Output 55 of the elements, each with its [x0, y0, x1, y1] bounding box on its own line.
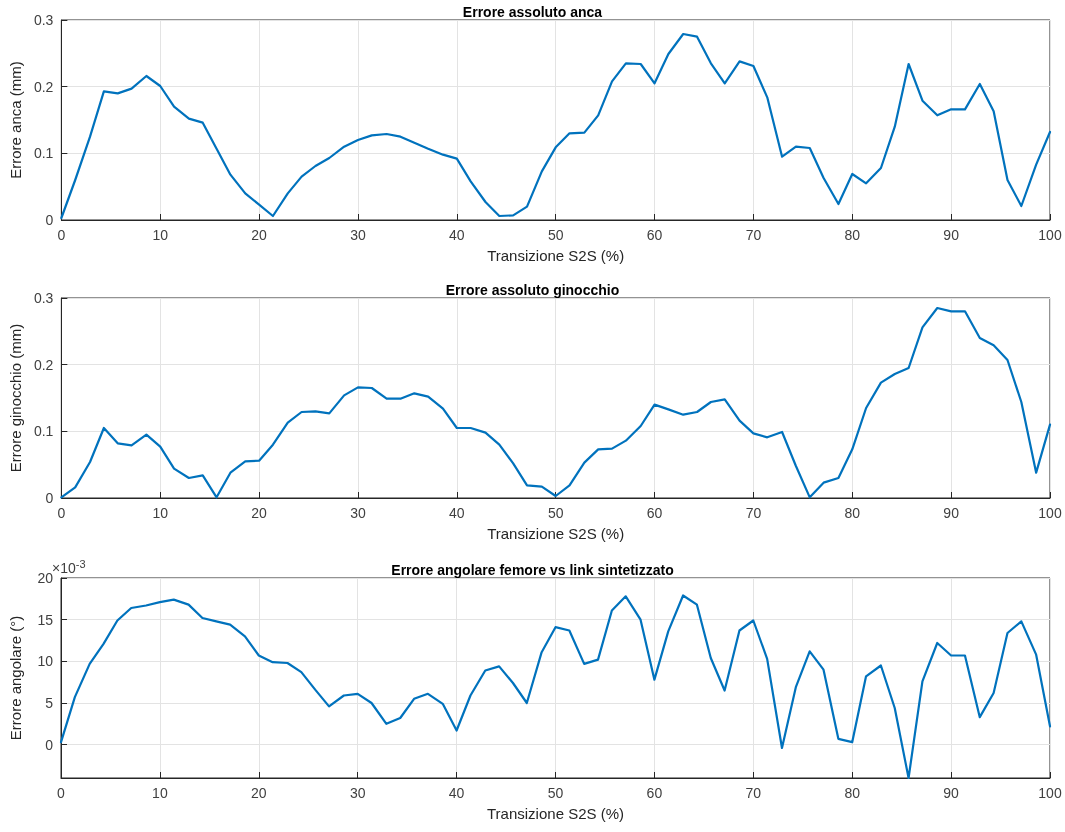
- y-tick-label: 0.2: [33, 356, 54, 373]
- x-tick-label: 40: [448, 785, 465, 801]
- x-tick-label: 100: [1038, 785, 1062, 801]
- x-tick-label: 20: [251, 227, 268, 243]
- x-tick-label: 10: [152, 227, 169, 243]
- x-tick-label: 90: [943, 227, 960, 243]
- y-tick-label: 10: [37, 653, 54, 670]
- x-tick-label: 100: [1038, 227, 1062, 243]
- chart-title: Errore assoluto ginocchio: [445, 282, 620, 298]
- y-tick-label: 5: [45, 695, 54, 711]
- x-tick-label: 40: [449, 505, 465, 521]
- y-tick-label: 0.3: [33, 12, 54, 28]
- x-tick-label: 0: [57, 227, 66, 243]
- x-tick-label: 50: [547, 227, 564, 243]
- x-tick-label: 30: [350, 227, 366, 243]
- x-tick-label: 10: [152, 785, 168, 801]
- x-tick-label: 70: [745, 785, 762, 801]
- x-tick-label: 90: [943, 505, 960, 521]
- y-tick-label: 0.2: [33, 78, 54, 95]
- x-tick-label: 0: [57, 505, 66, 521]
- x-axis-title: Transizione S2S (%): [487, 525, 625, 542]
- x-tick-label: 80: [844, 785, 861, 801]
- x-tick-label: 50: [547, 505, 564, 521]
- x-tick-label: 30: [350, 505, 366, 521]
- chart-title: Errore assoluto anca: [462, 4, 603, 20]
- chart-title: Errore angolare femore vs link sintetizzato: [391, 562, 674, 578]
- x-tick-label: 0: [57, 785, 66, 801]
- y-tick-label: 0.3: [33, 290, 54, 306]
- x-tick-label: 80: [844, 227, 861, 243]
- x-tick-label: 70: [745, 227, 762, 243]
- y-tick-label: 0: [45, 736, 54, 753]
- x-tick-label: 50: [547, 785, 564, 801]
- y-tick-label: 0: [45, 490, 54, 506]
- x-tick-label: 60: [646, 227, 663, 243]
- y-tick-label: 15: [37, 611, 54, 628]
- x-tick-label: 10: [152, 505, 169, 521]
- x-tick-label: 60: [646, 505, 663, 521]
- x-axis-title: Transizione S2S (%): [487, 805, 624, 822]
- y-tick-label: 0.1: [33, 423, 54, 440]
- x-tick-label: 20: [251, 505, 268, 521]
- x-tick-label: 100: [1038, 505, 1062, 521]
- x-tick-label: 60: [646, 785, 663, 801]
- x-tick-label: 90: [943, 785, 960, 801]
- x-tick-label: 20: [251, 785, 267, 801]
- x-tick-label: 80: [844, 505, 861, 521]
- x-tick-label: 40: [449, 227, 465, 243]
- x-tick-label: 70: [745, 505, 762, 521]
- y-tick-label: 0.1: [33, 145, 54, 162]
- y-axis-title: Errore ginocchio (mm): [7, 323, 24, 473]
- y-axis-title: Errore angolare (°): [7, 615, 24, 741]
- y-tick-label: 0: [45, 212, 54, 228]
- x-tick-label: 30: [349, 785, 366, 801]
- x-axis-title: Transizione S2S (%): [487, 247, 625, 264]
- y-axis-title: Errore anca (mm): [7, 61, 24, 179]
- y-tick-label: 20: [37, 570, 54, 586]
